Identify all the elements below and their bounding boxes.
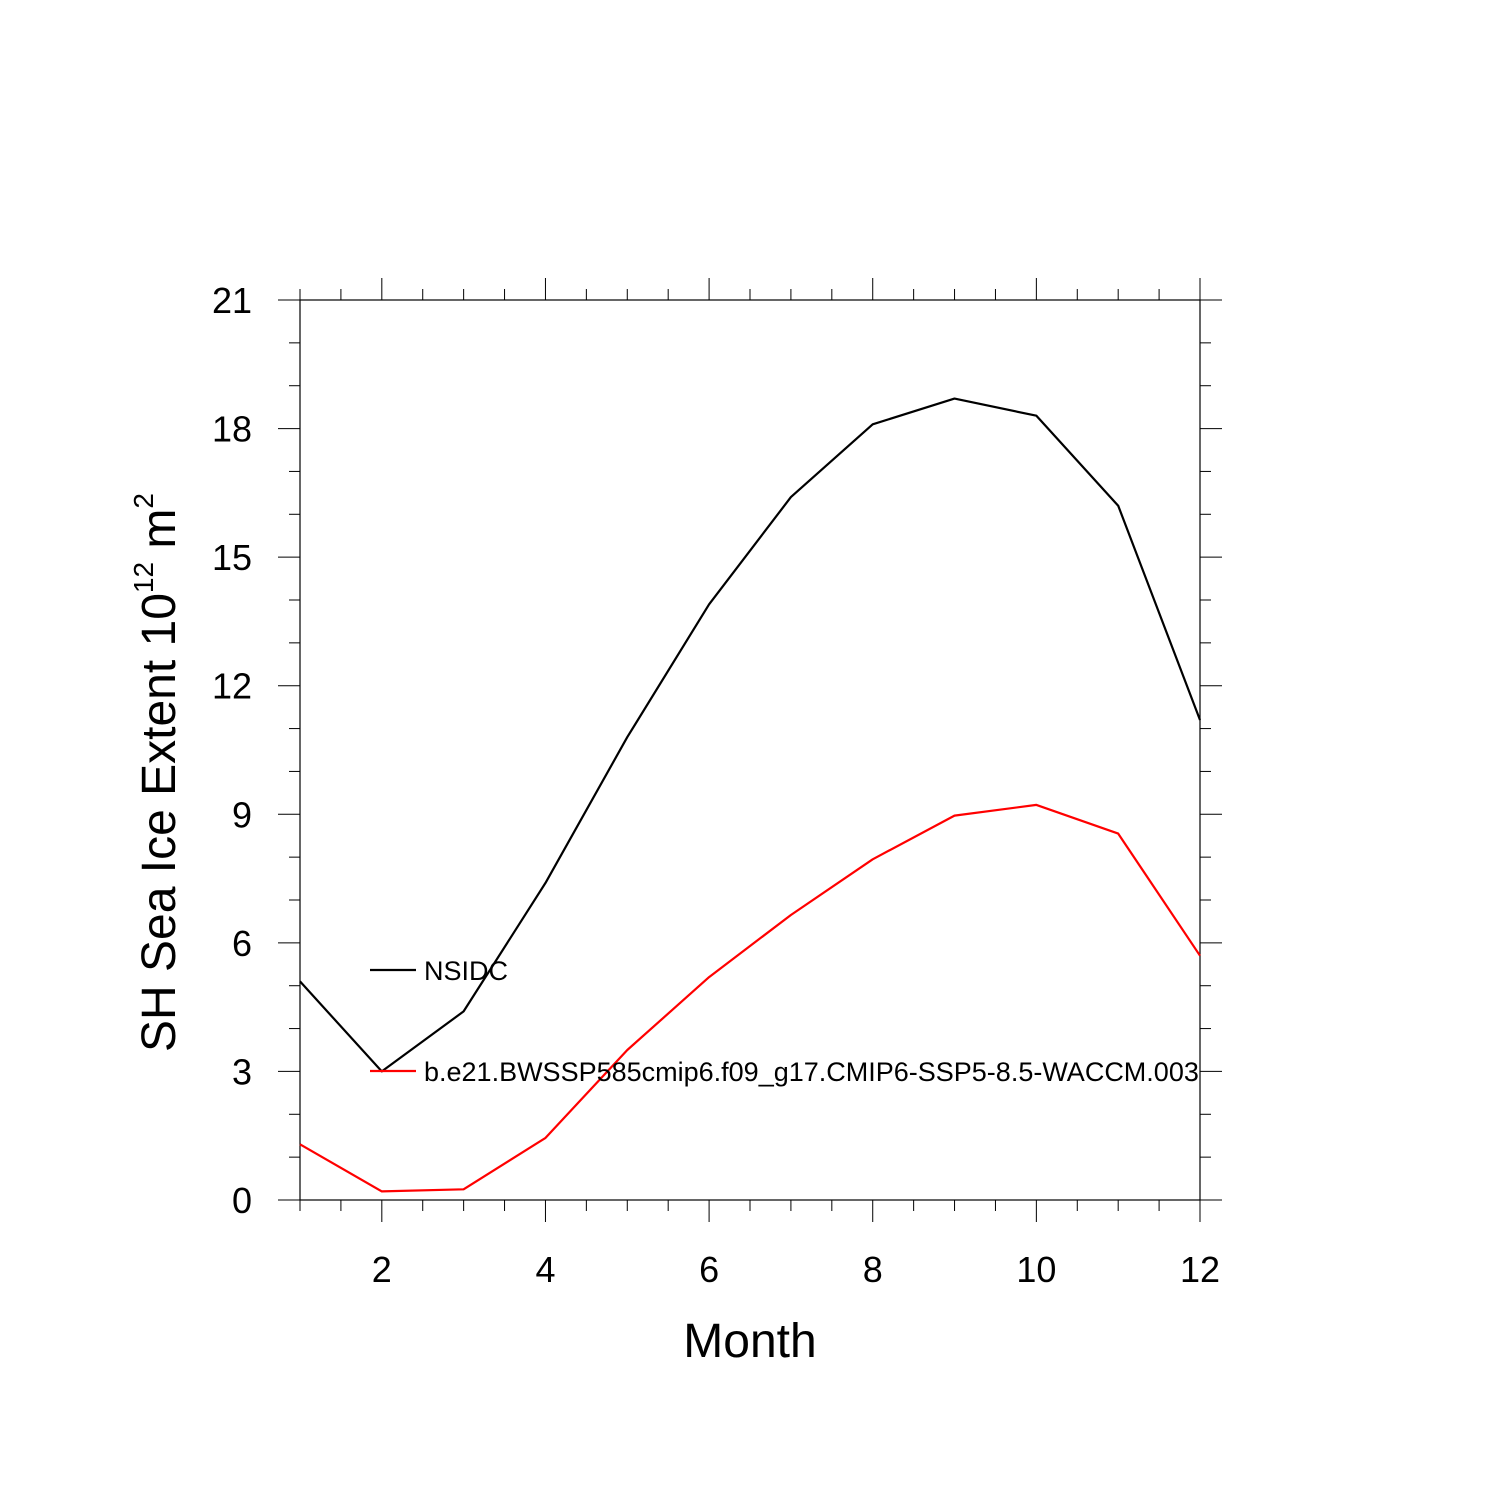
y-axis-title-unit-exponent: 2 bbox=[128, 493, 159, 509]
y-tick-label: 9 bbox=[232, 794, 252, 835]
y-tick-label: 18 bbox=[212, 409, 252, 450]
axis-ticks bbox=[278, 278, 1222, 1222]
x-tick-label: 8 bbox=[863, 1249, 883, 1290]
legend-label: NSIDC bbox=[424, 956, 508, 986]
x-axis-title: Month bbox=[683, 1315, 816, 1368]
series-line-model bbox=[299, 803, 1201, 1193]
y-axis-title: SH Sea Ice Extent 1012 m2 bbox=[128, 493, 186, 1052]
data-series bbox=[299, 397, 1202, 1193]
legend-label: b.e21.BWSSP585cmip6.f09_g17.CMIP6-SSP5-8… bbox=[424, 1057, 1199, 1087]
y-tick-label: 6 bbox=[232, 923, 252, 964]
legend: NSIDC b.e21.BWSSP585cmip6.f09_g17.CMIP6-S… bbox=[370, 956, 1199, 1087]
y-axis-title-exponent: 12 bbox=[128, 562, 159, 593]
y-tick-label: 15 bbox=[212, 537, 252, 578]
series-line-nsidc bbox=[299, 397, 1202, 1073]
y-tick-label: 0 bbox=[232, 1180, 252, 1221]
x-tick-label: 10 bbox=[1016, 1249, 1056, 1290]
y-tick-label: 12 bbox=[212, 666, 252, 707]
x-tick-label: 12 bbox=[1180, 1249, 1220, 1290]
x-tick-label: 4 bbox=[535, 1249, 555, 1290]
x-tick-label: 2 bbox=[372, 1249, 392, 1290]
y-axis-title-main: SH Sea Ice Extent 10 bbox=[133, 593, 186, 1052]
y-tick-label: 3 bbox=[232, 1051, 252, 1092]
y-tick-label: 21 bbox=[212, 280, 252, 321]
x-tick-label: 6 bbox=[699, 1249, 719, 1290]
axis-tick-labels: 2 4 6 8 10 12 0 3 6 9 12 15 18 21 bbox=[212, 280, 1220, 1290]
y-axis-title-unit: m bbox=[133, 509, 186, 562]
